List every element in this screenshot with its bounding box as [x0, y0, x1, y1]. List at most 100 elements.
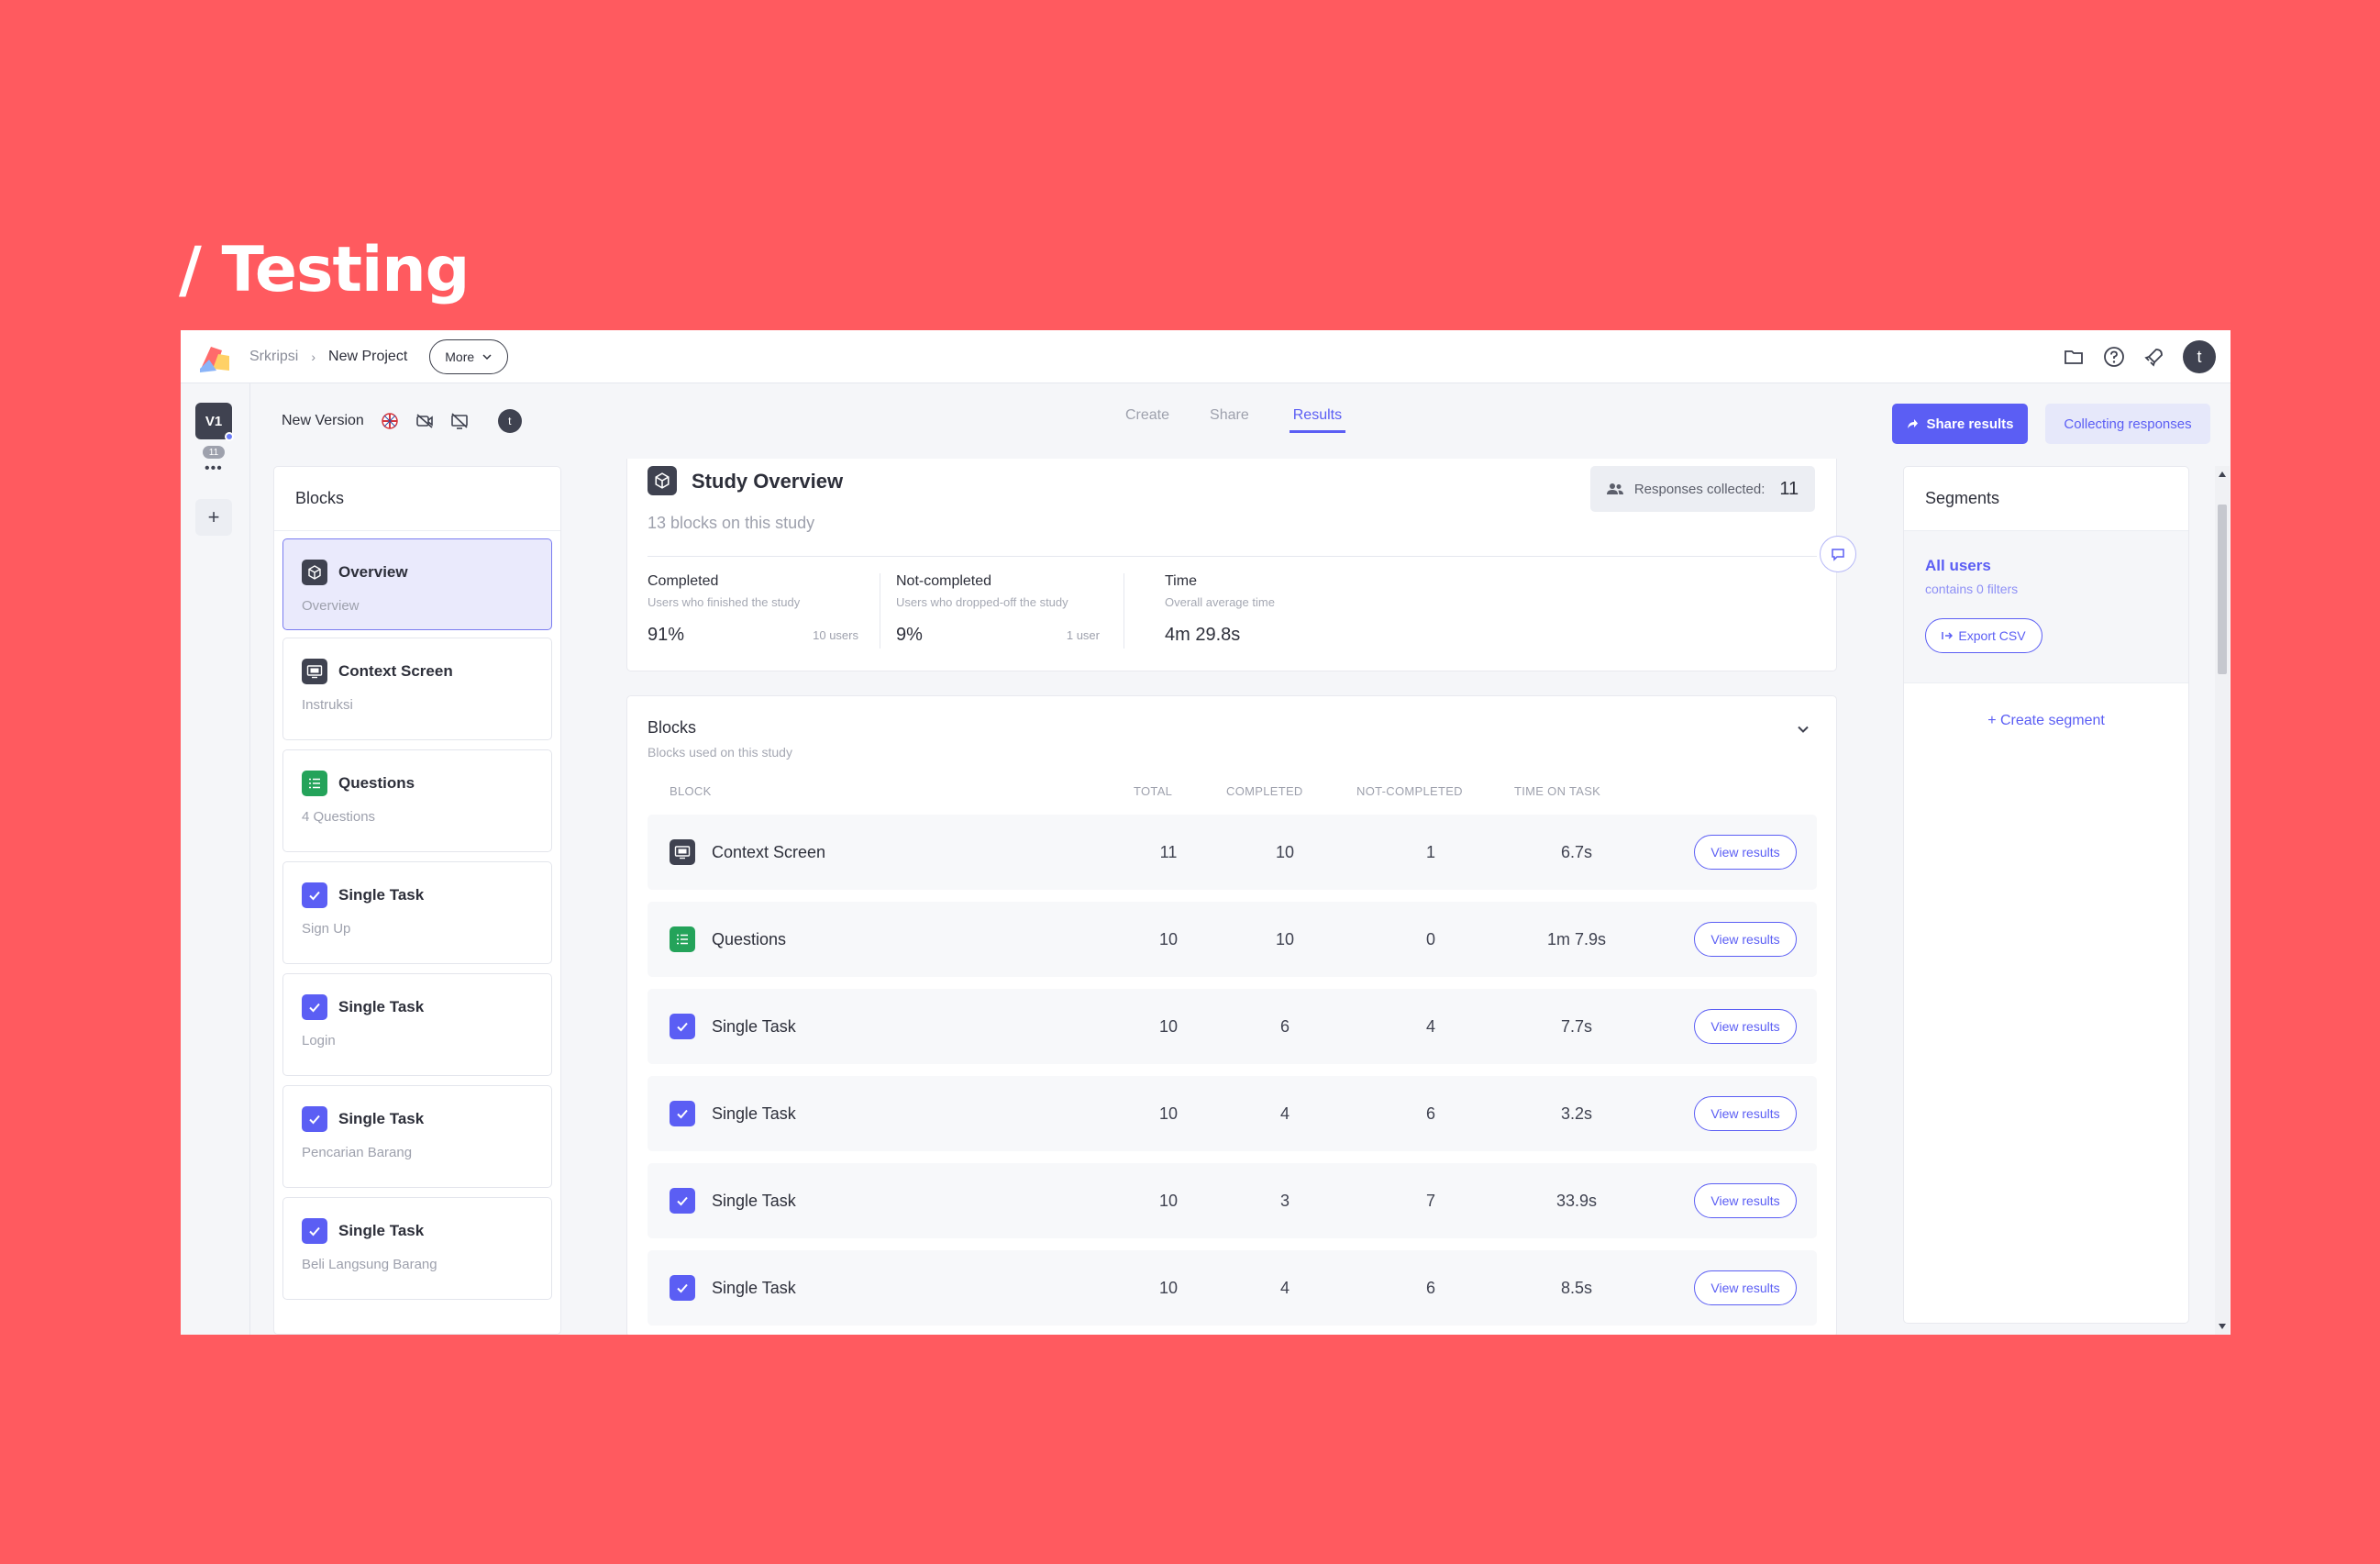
view-results-button[interactable]: View results: [1694, 922, 1797, 957]
tab-create[interactable]: Create: [1125, 407, 1170, 423]
stat-value: 91%: [648, 625, 685, 645]
table-row: Context Screen 11 10 1 6.7s View results: [648, 815, 1817, 890]
camera-off-icon[interactable]: [415, 412, 434, 430]
row-time-on-task: 3.2s: [1560, 1104, 1593, 1123]
block-card-subtitle: Beli Langsung Barang: [302, 1257, 437, 1272]
more-button[interactable]: More: [429, 339, 509, 374]
version-header: New Version t: [282, 409, 522, 433]
list-icon: [670, 926, 695, 952]
view-results-button[interactable]: View results: [1694, 1009, 1797, 1044]
top-bar: Srkripsi › New Project More t: [181, 330, 2231, 383]
row-not-completed: 6: [1425, 1279, 1435, 1297]
row-not-completed: 1: [1425, 843, 1435, 861]
stat-description: Users who dropped-off the study: [896, 595, 1068, 609]
breadcrumb-project[interactable]: New Project: [328, 349, 408, 364]
app-logo[interactable]: [196, 339, 233, 376]
check-icon: [302, 1218, 327, 1244]
check-icon: [302, 994, 327, 1020]
responses-count: 11: [1779, 478, 1799, 499]
list-icon: [302, 771, 327, 796]
block-card-title: Single Task: [338, 1110, 425, 1127]
version-response-count: 11: [203, 446, 225, 459]
tab-results[interactable]: Results: [1289, 407, 1346, 433]
check-icon: [670, 1014, 695, 1039]
breadcrumb-workspace[interactable]: Srkripsi: [249, 349, 299, 364]
row-block-name: Single Task: [712, 1017, 796, 1036]
share-results-button[interactable]: Share results: [1892, 404, 2028, 444]
table-row: Single Task 10 4 6 8.5s View results: [648, 1250, 1817, 1326]
add-version-button[interactable]: +: [195, 499, 232, 536]
study-overview-title: Study Overview: [692, 470, 844, 493]
row-block-name: Single Task: [712, 1104, 796, 1123]
collecting-responses-button[interactable]: Collecting responses: [2045, 404, 2210, 444]
row-completed: 4: [1279, 1104, 1290, 1123]
stat-users: 10 users: [813, 628, 858, 642]
user-avatar[interactable]: t: [2183, 340, 2216, 373]
stat-description: Overall average time: [1165, 595, 1275, 609]
block-card-single-task[interactable]: Single Task Pencarian Barang: [282, 1085, 552, 1188]
block-card-questions[interactable]: Questions 4 Questions: [282, 749, 552, 852]
cube-icon: [648, 466, 677, 495]
block-card-context-screen[interactable]: Context Screen Instruksi: [282, 638, 552, 740]
stat-value: 9%: [896, 625, 923, 645]
screen-record-off-icon[interactable]: [450, 412, 469, 430]
check-icon: [670, 1101, 695, 1126]
block-card-title: Single Task: [338, 886, 425, 904]
create-segment-link[interactable]: + Create segment: [1987, 713, 2105, 728]
collaborator-avatar[interactable]: t: [497, 409, 522, 433]
view-results-button[interactable]: View results: [1694, 1096, 1797, 1131]
tab-share[interactable]: Share: [1210, 407, 1249, 423]
check-icon: [670, 1188, 695, 1214]
block-card-subtitle: Sign Up: [302, 921, 351, 937]
row-not-completed: 0: [1425, 930, 1435, 948]
block-card-overview[interactable]: Overview Overview: [282, 538, 552, 630]
view-results-button[interactable]: View results: [1694, 1270, 1797, 1305]
segment-all-users[interactable]: All users contains 0 filters Export CSV: [1904, 531, 2188, 683]
stat-label: Completed: [648, 573, 719, 589]
screen-icon: [670, 839, 695, 865]
stat-label: Time: [1165, 573, 1197, 589]
folder-icon[interactable]: [2062, 345, 2086, 369]
app-window: Srkripsi › New Project More t V1 11 •••: [181, 330, 2231, 1335]
help-icon[interactable]: [2102, 345, 2126, 369]
study-overview-subtitle: 13 blocks on this study: [648, 514, 815, 532]
segment-name[interactable]: All users: [1925, 557, 1991, 574]
collapse-chevron-icon[interactable]: [1794, 720, 1812, 738]
version-options-icon[interactable]: •••: [205, 460, 223, 476]
divider: [648, 556, 1817, 557]
blocks-table-title: Blocks: [648, 718, 697, 737]
top-icons: t: [2062, 330, 2216, 383]
version-status-dot: [225, 432, 234, 441]
row-time-on-task: 1m 7.9s: [1546, 930, 1607, 948]
study-overview-card: Study Overview 13 blocks on this study R…: [626, 459, 1837, 671]
export-csv-button[interactable]: Export CSV: [1925, 618, 2042, 653]
row-completed: 3: [1279, 1192, 1290, 1210]
scroll-up-arrow-icon[interactable]: [2219, 471, 2226, 477]
rocket-icon[interactable]: [2142, 345, 2166, 369]
users-icon: [1606, 483, 1623, 494]
page-scrollbar[interactable]: [2215, 466, 2230, 1335]
blocks-table-subtitle: Blocks used on this study: [648, 745, 792, 760]
block-card-single-task[interactable]: Single Task Login: [282, 973, 552, 1076]
stat-value: 4m 29.8s: [1165, 625, 1241, 645]
blocks-table-card: Blocks Blocks used on this study BLOCK T…: [626, 695, 1837, 1335]
scroll-thumb[interactable]: [2218, 505, 2227, 674]
check-icon: [302, 1106, 327, 1132]
page-headline: / Testing: [179, 234, 470, 306]
scroll-down-arrow-icon[interactable]: [2219, 1324, 2226, 1329]
screen-icon: [302, 659, 327, 684]
row-completed: 4: [1279, 1279, 1290, 1297]
row-not-completed: 4: [1425, 1017, 1435, 1036]
view-results-button[interactable]: View results: [1694, 835, 1797, 870]
block-card-single-task[interactable]: Single Task Beli Langsung Barang: [282, 1197, 552, 1300]
block-card-title: Single Task: [338, 998, 425, 1015]
language-flag-icon[interactable]: [381, 412, 399, 430]
comment-icon[interactable]: [1820, 536, 1856, 572]
row-completed: 10: [1275, 930, 1295, 948]
segment-description: contains 0 filters: [1925, 582, 2019, 596]
version-name: New Version: [282, 413, 364, 428]
view-results-button[interactable]: View results: [1694, 1183, 1797, 1218]
block-card-subtitle: Instruksi: [302, 697, 353, 713]
block-card-single-task[interactable]: Single Task Sign Up: [282, 861, 552, 964]
cube-icon: [302, 560, 327, 585]
